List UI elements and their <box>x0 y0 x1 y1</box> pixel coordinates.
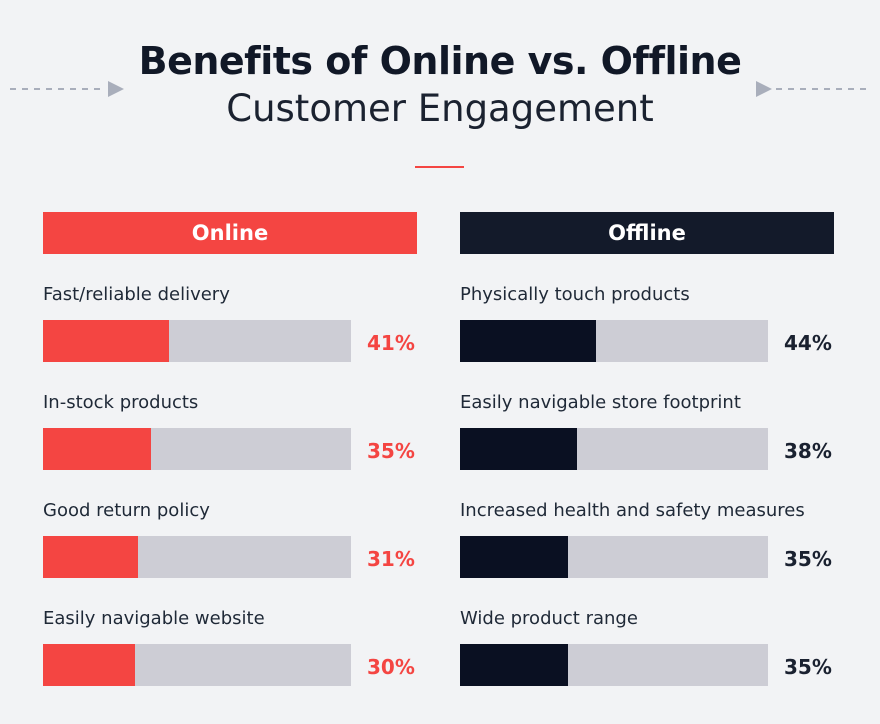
bar-value-label: 38% <box>784 439 832 463</box>
bar <box>43 428 151 470</box>
bar-value-label: 41% <box>367 331 415 355</box>
bar <box>460 428 577 470</box>
bar-track <box>460 644 768 686</box>
bar-label: Increased health and safety measures <box>460 500 805 521</box>
bar-track <box>43 320 351 362</box>
bar-label: Easily navigable store footprint <box>460 392 741 413</box>
bar <box>460 320 596 362</box>
bar-track <box>43 644 351 686</box>
bar <box>43 536 138 578</box>
bar-label: Easily navigable website <box>43 608 265 629</box>
online-header: Online <box>43 212 417 254</box>
dashed-arrow-left-icon <box>756 81 872 97</box>
online-column: Online Fast/reliable delivery 41% In-sto… <box>43 212 435 686</box>
offline-column: Offline Physically touch products 44% Ea… <box>460 212 852 686</box>
title-divider <box>415 166 464 168</box>
dashed-arrow-right-icon <box>10 81 124 97</box>
bar-value-label: 30% <box>367 655 415 679</box>
bar-label: Fast/reliable delivery <box>43 284 230 305</box>
bar <box>43 320 169 362</box>
offline-header: Offline <box>460 212 834 254</box>
bar-value-label: 35% <box>367 439 415 463</box>
title-line-1: Benefits of Online vs. Offline <box>138 39 742 83</box>
bar-track <box>460 320 768 362</box>
bar <box>43 644 135 686</box>
bar <box>460 644 568 686</box>
bar-track <box>43 428 351 470</box>
bar-label: Good return policy <box>43 500 210 521</box>
bar <box>460 536 568 578</box>
title-line-2: Customer Engagement <box>226 87 654 130</box>
bar-track <box>460 428 768 470</box>
page-title: Benefits of Online vs. Offline Customer … <box>0 38 880 132</box>
bar-value-label: 44% <box>784 331 832 355</box>
bar-label: In-stock products <box>43 392 199 413</box>
bar-label: Wide product range <box>460 608 638 629</box>
bar-value-label: 31% <box>367 547 415 571</box>
bar-value-label: 35% <box>784 547 832 571</box>
bar-label: Physically touch products <box>460 284 690 305</box>
bar-track <box>460 536 768 578</box>
bar-track <box>43 536 351 578</box>
bar-value-label: 35% <box>784 655 832 679</box>
